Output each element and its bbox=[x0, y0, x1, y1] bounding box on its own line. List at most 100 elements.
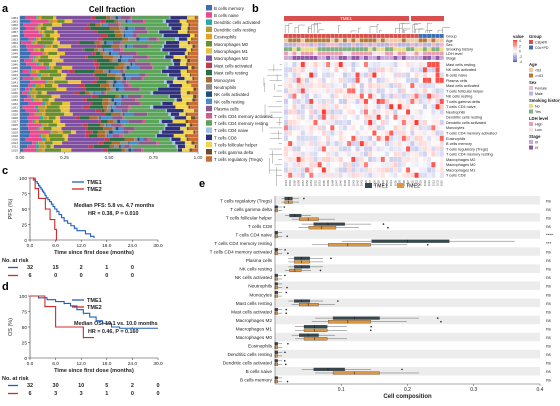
median-text: Median OS: 19.1 vs. 10.0 months bbox=[74, 321, 158, 327]
bar-segment bbox=[160, 101, 163, 106]
bar-segment bbox=[95, 73, 108, 77]
annotation-cell bbox=[284, 56, 288, 60]
legend-swatch bbox=[206, 77, 212, 83]
bar-segment bbox=[95, 51, 101, 56]
annotation-cell bbox=[326, 42, 331, 47]
heat-cell bbox=[439, 77, 444, 83]
heat-cell bbox=[305, 93, 310, 99]
bar-segment bbox=[44, 84, 53, 88]
bar-segment bbox=[98, 76, 115, 81]
heat-cell bbox=[368, 88, 373, 94]
bar-segment bbox=[52, 58, 64, 63]
heat-cell bbox=[321, 104, 326, 110]
heat-cell bbox=[431, 151, 436, 157]
bar-segment bbox=[35, 112, 43, 116]
bar-segment bbox=[25, 26, 35, 31]
bar-segment bbox=[135, 126, 165, 131]
bar-segment bbox=[71, 148, 103, 152]
heat-cell bbox=[422, 109, 427, 115]
sig-label: ns bbox=[546, 275, 552, 280]
legend-label: Eosinophils bbox=[214, 35, 237, 40]
bar-segment bbox=[117, 16, 121, 20]
heat-cell bbox=[364, 172, 368, 178]
bar-segment bbox=[123, 69, 125, 73]
bar-segment bbox=[44, 109, 46, 113]
heat-cell bbox=[414, 72, 419, 78]
heat-cell bbox=[347, 104, 352, 110]
column-label: 1016 bbox=[427, 180, 431, 187]
bar-segment bbox=[60, 109, 70, 113]
heat-cell bbox=[389, 109, 394, 115]
heat-cell bbox=[376, 162, 381, 168]
bar-segment bbox=[150, 137, 170, 141]
heat-cell bbox=[385, 167, 390, 173]
annotation-cell bbox=[372, 47, 377, 52]
heat-cell bbox=[300, 104, 305, 110]
heat-cell bbox=[300, 88, 305, 94]
heat-cell bbox=[414, 172, 419, 178]
heat-cell bbox=[397, 114, 402, 120]
bar-segment bbox=[98, 94, 116, 99]
annotation-cell bbox=[321, 42, 326, 47]
legend-gradient-step bbox=[513, 55, 517, 57]
bar-segment bbox=[22, 105, 35, 109]
bar-segment bbox=[189, 73, 192, 77]
bar-segment bbox=[168, 94, 170, 99]
heat-cell bbox=[414, 109, 419, 115]
sample-label: 1049 bbox=[11, 52, 18, 56]
bar-segment bbox=[94, 62, 100, 66]
bar-segment bbox=[195, 98, 198, 102]
bar-segment bbox=[103, 105, 108, 109]
heat-cell bbox=[393, 88, 398, 94]
bar-segment bbox=[193, 94, 197, 99]
heat-cell bbox=[376, 120, 381, 126]
bar-segment bbox=[180, 126, 187, 131]
heat-cell bbox=[292, 98, 297, 104]
bar-segment bbox=[48, 101, 51, 106]
bar-segment bbox=[47, 123, 49, 127]
heat-cell bbox=[305, 98, 310, 104]
heat-cell bbox=[431, 98, 436, 104]
bar-segment bbox=[187, 19, 198, 23]
bar-segment bbox=[134, 62, 151, 66]
bar-segment bbox=[181, 84, 192, 88]
row-stripe bbox=[275, 213, 540, 222]
box-body bbox=[294, 256, 310, 260]
heat-cell bbox=[359, 114, 364, 120]
heat-cell bbox=[288, 77, 293, 83]
bar-segment bbox=[194, 33, 196, 38]
heat-cell bbox=[313, 146, 318, 152]
column-label: 1029 bbox=[398, 180, 402, 187]
heat-cell bbox=[321, 146, 326, 152]
bar-segment bbox=[50, 33, 60, 38]
annotation-cell bbox=[359, 51, 364, 56]
heat-cell bbox=[406, 130, 411, 136]
bar-segment bbox=[113, 55, 121, 59]
bar-segment bbox=[169, 84, 182, 88]
heat-cell bbox=[309, 172, 314, 178]
heat-cell bbox=[292, 146, 297, 152]
heat-cell bbox=[380, 88, 385, 94]
heat-cell bbox=[368, 141, 373, 147]
bar-segment bbox=[164, 41, 166, 45]
bar-segment bbox=[118, 87, 124, 91]
heat-cell bbox=[376, 114, 381, 120]
heat-cell bbox=[397, 83, 402, 89]
bar-segment bbox=[187, 58, 191, 63]
heat-cell bbox=[334, 156, 339, 162]
x-tick-label: 0.50 bbox=[105, 155, 114, 160]
bar-segment bbox=[191, 73, 198, 77]
bar-segment bbox=[170, 58, 174, 63]
sample-label: 1039 bbox=[11, 84, 18, 88]
bar-segment bbox=[170, 16, 188, 20]
bar-segment bbox=[20, 137, 26, 141]
heat-cell bbox=[380, 104, 385, 110]
risk-value: 0 bbox=[131, 391, 134, 397]
heat-cell bbox=[385, 172, 390, 178]
bar-segment bbox=[41, 16, 54, 20]
bar-segment bbox=[120, 41, 124, 45]
heat-cell bbox=[422, 83, 427, 89]
heat-cell bbox=[393, 135, 398, 141]
